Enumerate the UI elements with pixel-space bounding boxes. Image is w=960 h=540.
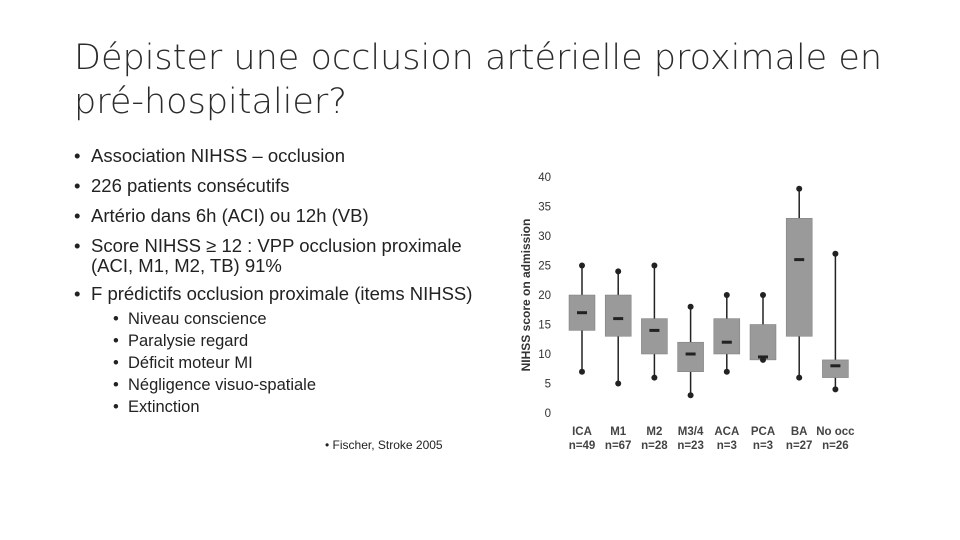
box-iqr <box>785 218 813 337</box>
x-category-label: ICA <box>572 426 592 438</box>
x-category-n: n=67 <box>605 440 632 452</box>
whisker-min-dot <box>760 356 766 363</box>
y-tick-label: 5 <box>545 379 551 391</box>
box-pca <box>749 292 777 363</box>
y-tick-label: 25 <box>538 261 551 273</box>
box-iqr <box>713 318 741 355</box>
y-tick-label: 40 <box>538 172 551 184</box>
x-category-n: n=3 <box>753 440 773 452</box>
whisker-max-dot <box>760 292 766 298</box>
sub-bullet-item: Négligence visuo-spatiale <box>113 374 494 396</box>
y-axis-label: NIHSS score on admission <box>519 219 533 372</box>
whisker-min-dot <box>723 368 730 375</box>
whisker-max-dot <box>579 262 585 269</box>
sub-bullet-list: Niveau conscience Paralysie regard Défic… <box>113 308 494 418</box>
bullet-score: Score NIHSS ≥ 12 : VPP occlusion proxima… <box>74 236 494 276</box>
bullet-patients: 226 patients consécutifs <box>74 176 494 197</box>
x-category-label: M2 <box>646 426 662 438</box>
whisker-max-dot <box>723 292 730 298</box>
whisker-max-dot <box>687 303 694 310</box>
box-m1 <box>604 268 632 387</box>
y-tick-label: 15 <box>538 320 551 332</box>
x-category-n: n=3 <box>717 440 737 452</box>
whisker-max-dot <box>832 250 839 257</box>
x-axis-labels: ICA n=49 M1 n=67 M2 n=28 M3/4 n=23 ACA n=3 PCA n=3 B… <box>569 426 855 452</box>
y-tick-label: 0 <box>545 408 551 420</box>
whisker-max-dot <box>615 268 622 275</box>
box-ba <box>785 185 813 381</box>
x-category-label: M1 <box>610 426 627 438</box>
sub-bullet-item: Paralysie regard <box>113 330 494 352</box>
y-tick-label: 35 <box>538 202 551 214</box>
x-category-label: No occ <box>816 426 855 438</box>
y-tick-label: 10 <box>538 349 551 361</box>
box-iqr <box>568 294 596 331</box>
whisker-min-dot <box>796 374 803 381</box>
box-m3-4 <box>677 303 704 399</box>
whisker-min-dot <box>615 380 622 387</box>
box-ica <box>568 262 596 375</box>
box-iqr <box>641 318 668 355</box>
x-category-label: ACA <box>714 426 739 438</box>
x-category-n: n=27 <box>786 440 813 452</box>
source-citation: Fischer, Stroke 2005 <box>325 438 443 452</box>
x-category-label: PCA <box>751 426 775 438</box>
box-iqr <box>604 294 632 337</box>
whisker-min-dot <box>579 368 585 375</box>
boxes <box>568 185 849 399</box>
bullet-arterio: Artério dans 6h (ACI) ou 12h (VB) <box>74 206 494 227</box>
whisker-min-dot <box>832 386 839 393</box>
whisker-min-dot <box>687 392 694 399</box>
x-category-n: n=23 <box>677 440 704 452</box>
x-category-label: BA <box>791 426 808 438</box>
y-axis-ticks: 0 5 10 15 20 25 30 35 40 <box>538 172 551 420</box>
box-iqr <box>822 359 849 378</box>
bullet-predictors-text: F prédictifs occlusion proximale (items … <box>91 283 473 304</box>
whisker-max-dot <box>796 185 803 192</box>
y-tick-label: 30 <box>538 231 551 243</box>
bullet-list: Association NIHSS – occlusion 226 patien… <box>74 146 494 426</box>
y-tick-label: 20 <box>538 290 551 302</box>
whisker-max-dot <box>651 262 658 269</box>
sub-bullet-item: Extinction <box>113 396 494 418</box>
box-no-occ <box>822 250 849 393</box>
x-category-label: M3/4 <box>678 426 704 438</box>
box-iqr <box>749 324 777 361</box>
slide-title: Dépister une occlusion artérielle proxim… <box>74 38 883 122</box>
x-category-n: n=49 <box>569 440 596 452</box>
bullet-predictors: F prédictifs occlusion proximale (items … <box>74 283 494 419</box>
x-category-n: n=26 <box>822 440 849 452</box>
box-iqr <box>677 341 704 372</box>
x-category-n: n=28 <box>641 440 668 452</box>
whisker-min-dot <box>651 374 658 381</box>
box-m2 <box>641 262 668 381</box>
bullet-association: Association NIHSS – occlusion <box>74 146 494 167</box>
box-aca <box>713 292 741 375</box>
sub-bullet-item: Niveau conscience <box>113 308 494 330</box>
sub-bullet-item: Déficit moteur MI <box>113 352 494 374</box>
